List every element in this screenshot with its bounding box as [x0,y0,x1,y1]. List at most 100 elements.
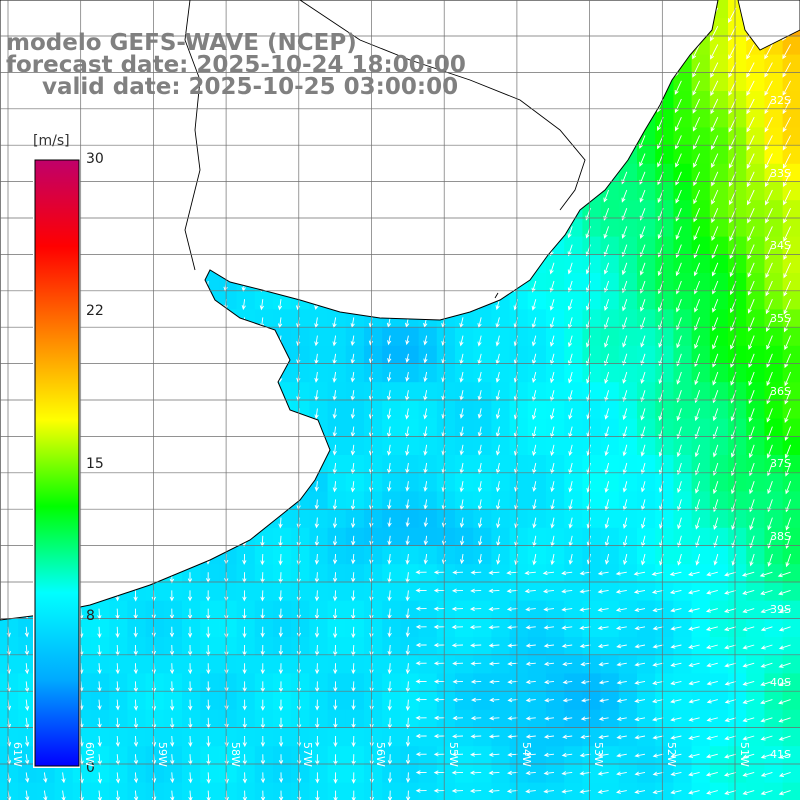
speed-cell [455,473,474,492]
speed-cell [691,273,711,292]
wind-arrow [506,789,518,794]
speed-cell [527,546,547,565]
wind-arrow [259,189,264,201]
speed-cell [145,691,165,711]
wind-arrow [783,226,792,242]
speed-cell [728,182,747,201]
wind-arrow [150,226,156,238]
speed-cell [145,655,165,674]
speed-cell [637,36,656,56]
wind-arrow [278,390,283,402]
wind-arrow [314,371,319,383]
wind-arrow [688,771,700,777]
speed-cell [691,473,711,492]
speed-cell [509,527,529,547]
speed-cell [582,691,602,711]
speed-cell [491,746,511,765]
speed-cell [600,491,620,511]
speed-cell [127,673,147,693]
speed-cell [564,564,583,583]
wind-arrow [422,171,428,183]
speed-cell [364,236,383,256]
speed-cell [127,764,147,784]
wind-arrow [639,189,646,203]
speed-cell [382,509,401,529]
wind-arrow [550,408,555,420]
speed-cell [291,673,310,693]
wind-arrow [749,553,755,567]
speed-cell [436,236,456,256]
speed-cell [764,527,784,547]
speed-cell [145,418,165,438]
wind-arrow [43,790,48,800]
wind-arrow [333,699,338,711]
speed-cell [600,782,620,800]
speed-cell [418,273,438,292]
speed-cell [0,291,19,310]
wind-arrow [693,171,701,187]
speed-cell [291,764,310,784]
speed-cell [746,309,765,329]
speed-cell [109,145,128,165]
wind-arrow [97,644,102,657]
speed-cell [564,72,583,92]
speed-cell [546,637,565,656]
wind-arrow [422,98,428,110]
speed-cell [673,200,693,219]
wind-arrow [278,535,283,548]
speed-cell [291,618,310,638]
speed-cell [236,600,256,620]
wind-arrow [713,517,719,530]
wind-arrow [96,390,102,402]
speed-cell [564,18,583,37]
speed-cell [273,637,292,656]
speed-cell [236,491,256,511]
wind-arrow [477,262,482,274]
speed-cell [746,400,765,420]
speed-cell [746,582,765,602]
wind-arrow [132,299,138,311]
speed-cell [455,364,474,383]
speed-cell [709,746,729,765]
wind-arrow [168,171,174,183]
speed-cell [582,163,602,183]
speed-cell [655,746,674,765]
speed-cell [655,491,674,511]
wind-arrow [669,571,682,577]
wind-arrow [543,607,555,612]
speed-cell [436,782,456,800]
wind-arrow [477,98,482,110]
speed-cell [254,436,274,456]
wind-arrow [259,244,264,256]
speed-cell [345,637,365,656]
speed-cell [145,491,165,511]
speed-cell [236,145,256,165]
wind-arrow [350,371,355,383]
wind-arrow [278,626,283,638]
speed-cell [345,254,365,274]
wind-arrow [525,716,536,721]
wind-arrow [765,208,773,224]
speed-cell [473,218,492,238]
speed-cell [455,400,474,420]
speed-cell [546,18,565,37]
wind-arrow [604,390,610,402]
speed-cell [455,709,474,729]
speed-cell [618,273,638,292]
speed-cell [400,637,420,656]
speed-cell [91,182,110,201]
wind-arrow [386,208,391,219]
wind-arrow [242,663,247,675]
speed-cell [746,364,765,383]
wind-arrow [59,117,65,129]
wind-arrow [783,208,792,224]
wind-arrow [459,408,464,419]
speed-cell [0,91,19,110]
wind-arrow [525,679,536,685]
speed-cell [728,418,747,438]
speed-cell [691,782,711,800]
speed-cell [564,673,583,693]
speed-cell [254,400,274,420]
wind-arrow [277,98,282,110]
wind-arrow [169,626,175,638]
